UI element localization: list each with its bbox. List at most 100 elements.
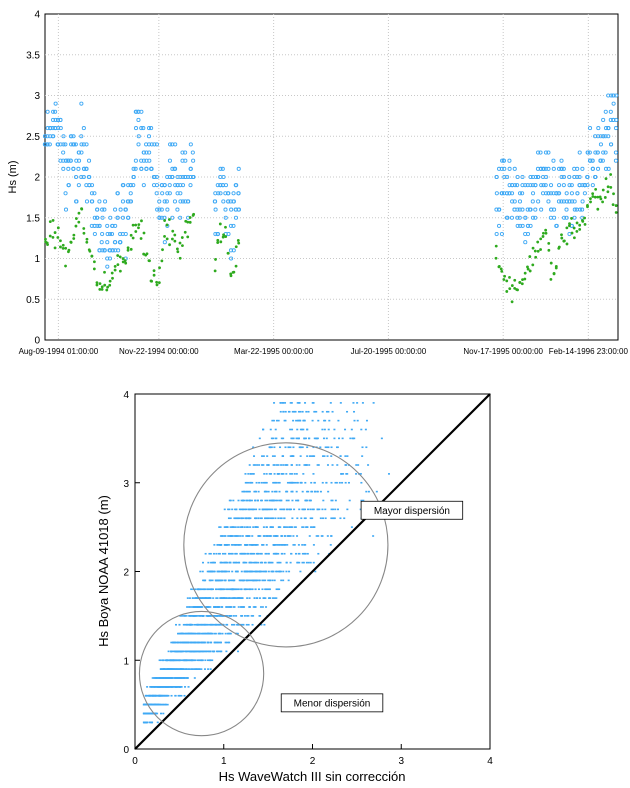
model-point: [51, 236, 55, 239]
buoy-point: [614, 93, 619, 98]
scatter-point: [184, 641, 187, 644]
buoy-point: [530, 191, 536, 196]
scatter-point: [215, 641, 218, 644]
model-point: [539, 248, 542, 251]
buoy-point: [231, 223, 236, 228]
scatter-point: [314, 437, 317, 440]
scatter-point: [268, 597, 271, 599]
scatter-point: [257, 517, 260, 520]
buoy-point: [559, 174, 564, 180]
scatter-point: [260, 570, 263, 573]
scatter-point: [273, 455, 276, 457]
scatter-point: [163, 677, 166, 679]
scatter-point: [219, 615, 222, 617]
buoy-point: [164, 199, 169, 204]
scatter-point: [199, 659, 202, 662]
scatter-point: [305, 464, 308, 466]
scatter-point: [255, 570, 258, 573]
buoy-point: [133, 166, 138, 171]
scatter-point: [193, 632, 196, 635]
model-point: [144, 253, 148, 257]
scatter-point: [228, 641, 231, 644]
scatter-point: [207, 561, 210, 564]
scatter-point: [219, 535, 222, 537]
scatter-point: [266, 455, 269, 457]
buoy-point: [128, 199, 133, 204]
scatter-point: [285, 473, 288, 475]
scatter-point: [173, 677, 176, 679]
buoy-point: [160, 191, 165, 196]
scatter-point: [342, 473, 345, 475]
scatter-point: [183, 668, 186, 670]
scatter-point: [144, 712, 147, 715]
scatter-point: [271, 419, 274, 422]
scatter-point: [233, 579, 236, 582]
model-point: [583, 216, 586, 220]
buoy-point: [517, 191, 523, 196]
scatter-point: [255, 579, 258, 582]
buoy-point: [168, 142, 173, 147]
scatter-point: [165, 668, 168, 670]
scatter-point: [251, 508, 254, 511]
scatter-point: [217, 606, 220, 608]
scatter-point: [174, 694, 177, 697]
scatter-point: [196, 623, 199, 626]
scatter-point: [210, 641, 213, 644]
scatter-point: [331, 410, 334, 413]
scatter-point: [287, 446, 290, 449]
buoy-point: [159, 215, 164, 220]
x-tick-label: Nov-22-1994 00:00:00: [119, 347, 199, 356]
scatter-point: [314, 570, 317, 573]
buoy-point: [165, 191, 170, 196]
scatter-point: [271, 579, 274, 582]
scatter-point: [150, 721, 153, 724]
buoy-point: [564, 207, 569, 212]
model-point: [528, 269, 532, 273]
buoy-point: [523, 215, 528, 220]
buoy-point: [561, 215, 567, 220]
model-point: [80, 207, 84, 211]
scatter-point: [197, 632, 200, 635]
scatter-point: [144, 721, 147, 724]
scatter-point: [266, 517, 269, 520]
model-point: [520, 282, 524, 286]
scatter-point: [215, 552, 218, 555]
scatter-point: [327, 490, 330, 493]
scatter-point: [237, 535, 240, 537]
buoy-point: [539, 183, 544, 188]
scatter-point: [302, 428, 305, 431]
buoy-point: [231, 199, 236, 204]
buoy-point: [215, 231, 220, 237]
scatter-point: [197, 650, 200, 653]
scatter-point: [240, 623, 243, 626]
model-point: [176, 247, 179, 251]
buoy-point: [611, 93, 616, 98]
model-point: [510, 284, 514, 287]
scatter-point: [307, 561, 310, 564]
scatter-point: [236, 623, 239, 626]
scatter-point: [302, 473, 305, 475]
scatter-point: [265, 570, 268, 573]
model-point: [165, 223, 169, 227]
scatter-point: [193, 677, 196, 679]
buoy-point: [552, 207, 557, 212]
y-tick-label: 0: [123, 745, 129, 756]
buoy-point: [543, 183, 548, 188]
x-tick-label: 4: [487, 756, 493, 767]
scatter-point: [301, 428, 304, 431]
buoy-point: [43, 142, 48, 147]
scatter-point: [208, 623, 211, 626]
buoy-point: [139, 158, 144, 163]
buoy-point: [178, 199, 183, 204]
scatter-point: [346, 473, 349, 475]
buoy-point: [186, 199, 191, 204]
buoy-point: [99, 240, 104, 245]
scatter-point: [193, 668, 196, 670]
buoy-point: [120, 199, 126, 204]
scatter-point: [253, 544, 256, 546]
buoy-point: [183, 158, 188, 163]
buoy-point: [79, 174, 84, 180]
model-point: [515, 288, 519, 291]
buoy-point: [228, 223, 233, 228]
